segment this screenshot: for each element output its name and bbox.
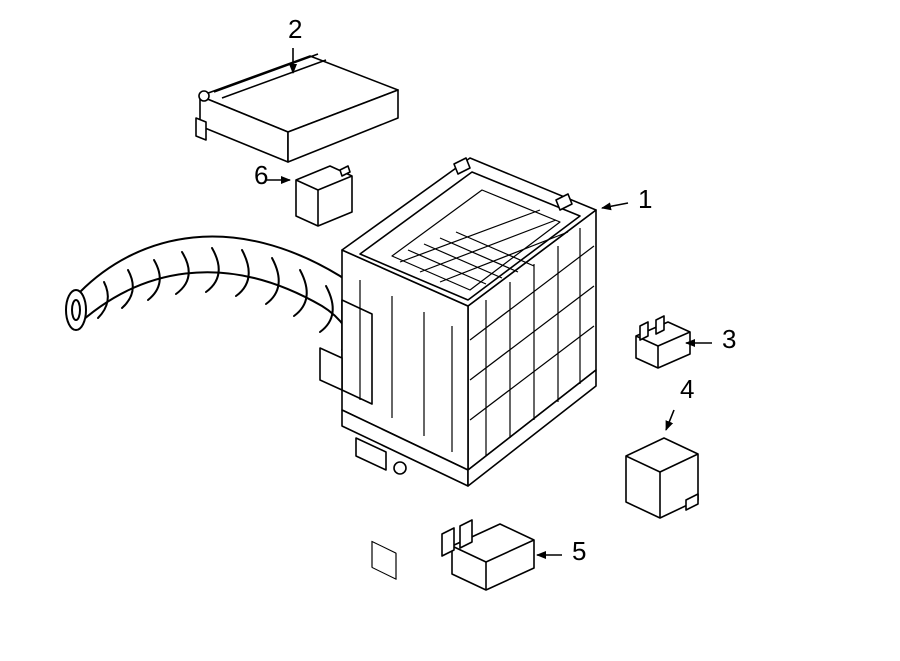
part-fuse-block — [320, 158, 596, 579]
part-mini-fuse — [636, 316, 690, 368]
part-micro-relay — [296, 166, 352, 226]
callout-label-6: 6 — [254, 160, 268, 190]
callout-arrow-4 — [666, 410, 674, 430]
callout-label-1: 1 — [638, 184, 652, 214]
part-maxi-fuse — [442, 520, 534, 590]
callout-label-3: 3 — [722, 324, 736, 354]
part-wiring-harness — [66, 237, 380, 356]
part-cover — [196, 54, 398, 162]
callout-label-4: 4 — [680, 374, 694, 404]
callout-label-2: 2 — [288, 14, 302, 44]
part-relay-cube — [626, 438, 698, 518]
parts-diagram: 1 2 34 5 6 — [0, 0, 900, 661]
callout-arrow-1 — [602, 203, 628, 208]
callout-label-5: 5 — [572, 536, 586, 566]
